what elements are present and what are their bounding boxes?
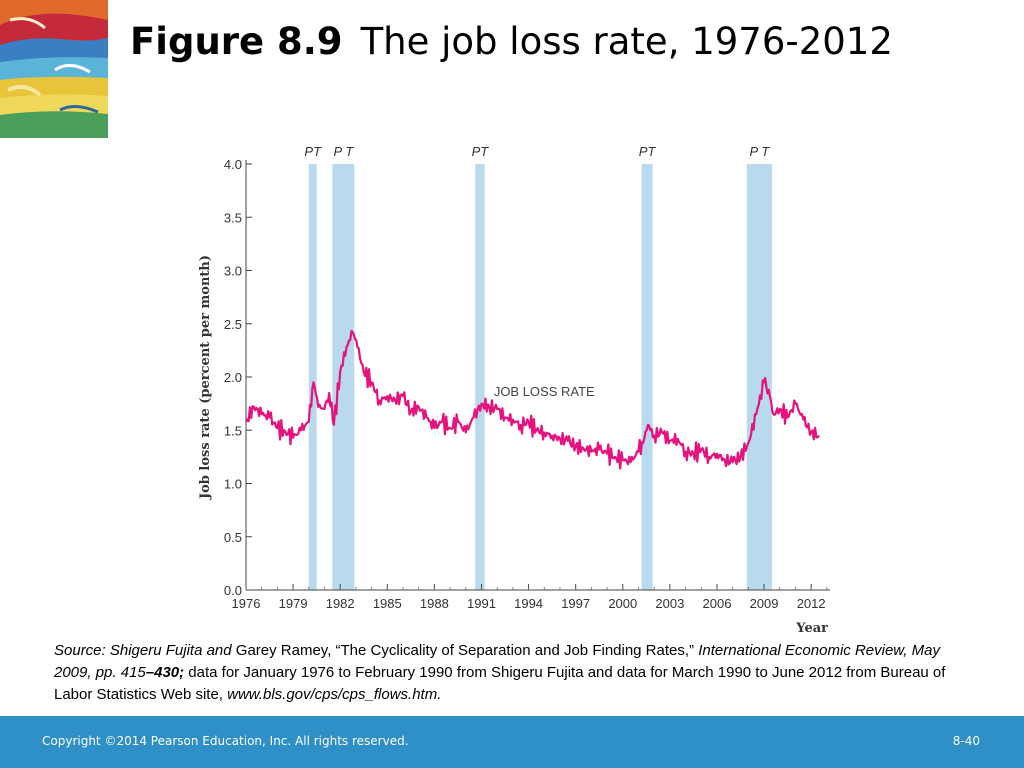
y-tick-label: 0.5: [224, 530, 242, 545]
job-loss-rate-line: [245, 330, 820, 470]
recession-label: P T: [749, 144, 770, 159]
y-tick-label: 4.0: [224, 157, 242, 172]
recession-label: PT: [304, 144, 322, 159]
y-axis-label: Job loss rate (percent per month): [198, 255, 213, 500]
x-axis-label: Year: [795, 621, 828, 636]
x-tick-label: 1988: [420, 596, 449, 611]
y-tick-label: 1.5: [224, 423, 242, 438]
source-bold-italic: –430;: [145, 664, 185, 681]
x-tick-label: 1985: [373, 596, 402, 611]
x-tick-label: 1994: [514, 596, 543, 611]
series-annotation: JOB LOSS RATE: [494, 384, 595, 399]
figure-title: The job loss rate, 1976-2012: [360, 20, 893, 63]
x-tick-label: 1997: [561, 596, 590, 611]
recession-band: [746, 164, 772, 590]
copyright-text: Copyright ©2014 Pearson Education, Inc. …: [42, 734, 409, 748]
source-plain-1: Garey Ramey, “The Cyclicality of Separat…: [231, 642, 699, 659]
job-loss-chart: PT P T PT PT P T 0.0 0.5 1.0 1.5 2.0 2.5 3.0 3.5 4.0 1…: [190, 140, 850, 645]
source-italic-1: Source: Shigeru Fujita and: [54, 642, 232, 659]
recession-label: PT: [639, 144, 657, 159]
x-tick-label: 2003: [655, 596, 684, 611]
decorative-painting: [0, 0, 108, 138]
x-tick-label: 2012: [797, 596, 826, 611]
source-plain-2: data for January 1976 to February 1990 f…: [54, 664, 946, 703]
recession-label: P T: [333, 144, 354, 159]
source-note: Source: Shigeru Fujita and Garey Ramey, …: [54, 640, 974, 706]
footer-bar: Copyright ©2014 Pearson Education, Inc. …: [0, 716, 1024, 768]
y-tick-label: 1.0: [224, 477, 242, 492]
y-tick-label: 3.0: [224, 264, 242, 279]
page-number: 8-40: [952, 734, 980, 748]
y-tick-label: 0.0: [224, 583, 242, 598]
recession-label: PT: [472, 144, 490, 159]
y-tick-label: 2.5: [224, 317, 242, 332]
x-tick-label: 1976: [232, 596, 261, 611]
recession-band: [332, 164, 355, 590]
source-italic-2: International Economic Review, May 2009,…: [54, 642, 940, 681]
y-tick-label: 3.5: [224, 210, 242, 225]
chart-svg: PT P T PT PT P T 0.0 0.5 1.0 1.5 2.0 2.5 3.0 3.5 4.0 1…: [198, 144, 830, 636]
source-url: www.bls.gov/cps/cps_flows.htm.: [227, 686, 442, 703]
y-tick-label: 2.0: [224, 370, 242, 385]
x-tick-label: 1982: [326, 596, 355, 611]
x-tick-label: 2006: [703, 596, 732, 611]
slide-title: Figure 8.9 The job loss rate, 1976-2012: [130, 18, 990, 66]
x-tick-label: 2009: [750, 596, 779, 611]
x-tick-label: 2000: [608, 596, 637, 611]
recession-band: [475, 164, 485, 590]
x-tick-label: 1991: [467, 596, 496, 611]
recession-band: [308, 164, 317, 590]
figure-label: Figure 8.9: [130, 20, 343, 63]
x-tick-label: 1979: [279, 596, 308, 611]
recession-band: [641, 164, 653, 590]
